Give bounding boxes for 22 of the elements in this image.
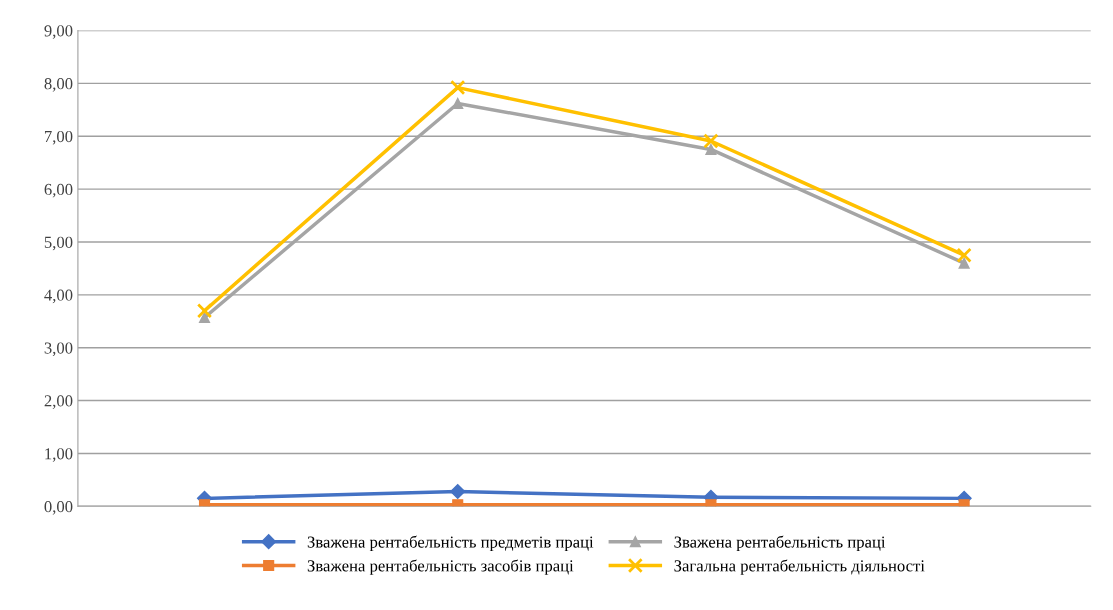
- y-tick-label: 5,00: [44, 236, 73, 251]
- y-tick-label: 3,00: [44, 342, 73, 357]
- legend-label: Зважена рентабельність праці: [674, 535, 886, 552]
- y-tick-label: 7,00: [44, 130, 73, 145]
- point: [703, 133, 719, 149]
- y-tick-label: 2,00: [44, 395, 73, 409]
- y-tick-label: 1,00: [45, 448, 73, 462]
- y-tick-label: 0,00: [44, 501, 73, 515]
- point: [198, 312, 211, 324]
- point: [958, 257, 970, 269]
- legend-label: Зважена рентабельність предметів праці: [307, 535, 594, 552]
- point: [705, 143, 717, 156]
- y-tick-label: 9,00: [44, 25, 73, 39]
- y-tick-label: 4,00: [44, 289, 73, 304]
- point: [450, 79, 466, 96]
- y-tick-label: 6,00: [44, 183, 73, 198]
- y-tick-label: 8,00: [44, 78, 73, 92]
- point: [450, 483, 466, 500]
- legend-label: Зважена рентабельність засобів праці: [307, 559, 574, 575]
- legend-label: Загальна рентабельність діяльності: [674, 559, 925, 575]
- point: [956, 247, 972, 263]
- point: [196, 303, 213, 319]
